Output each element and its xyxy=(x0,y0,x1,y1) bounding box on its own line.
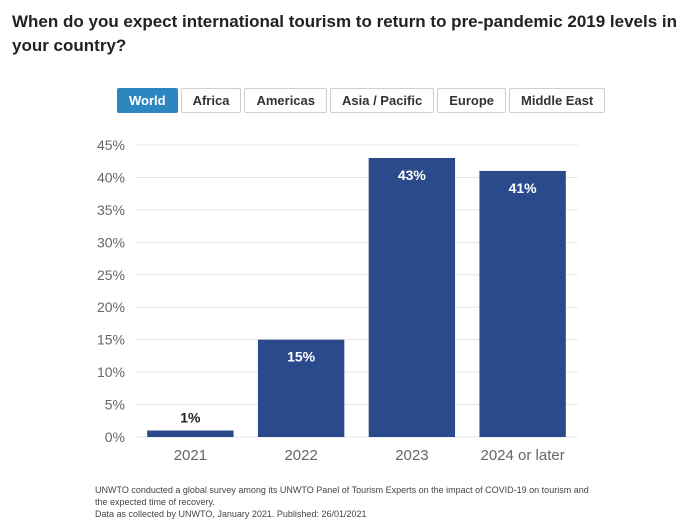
y-tick-label: 0% xyxy=(105,429,125,445)
footnote-line-2: the expected time of recovery. xyxy=(95,497,215,507)
data-label: 15% xyxy=(287,349,316,365)
y-tick-label: 10% xyxy=(97,364,125,380)
chart-title: When do you expect international tourism… xyxy=(12,12,678,55)
tab-middle-east[interactable]: Middle East xyxy=(509,88,606,113)
data-label: 43% xyxy=(398,167,427,183)
bar xyxy=(147,430,234,437)
y-tick-label: 35% xyxy=(97,202,125,218)
y-tick-label: 45% xyxy=(97,137,125,153)
bar-chart: 0% 5% 10% 15% 20% 25% 30% 35% 40% 45% 1% 2021 15% 202… xyxy=(97,137,578,464)
tab-africa[interactable]: Africa xyxy=(180,88,242,113)
tab-europe[interactable]: Europe xyxy=(437,88,507,113)
footnote-line-3: Data as collected by UNWTO, January 2021… xyxy=(95,509,367,519)
x-tick-label: 2021 xyxy=(174,447,207,464)
bar xyxy=(368,157,456,437)
y-tick-label: 5% xyxy=(105,397,125,413)
bar xyxy=(257,339,345,437)
y-tick-label: 40% xyxy=(97,169,125,185)
y-tick-label: 20% xyxy=(97,299,125,315)
data-label: 1% xyxy=(180,410,201,426)
bar xyxy=(479,170,566,437)
region-tabs: World Africa Americas Asia / Pacific Eur… xyxy=(117,88,606,113)
footnote-line-1: UNWTO conducted a global survey among it… xyxy=(95,485,589,495)
tab-asia-pacific[interactable]: Asia / Pacific xyxy=(330,88,435,113)
y-tick-label: 15% xyxy=(97,332,125,348)
y-tick-label: 25% xyxy=(97,267,125,283)
x-tick-label: 2022 xyxy=(284,447,317,464)
x-tick-label: 2024 or later xyxy=(481,447,565,464)
chart-footnote: UNWTO conducted a global survey among it… xyxy=(95,484,655,520)
y-tick-label: 30% xyxy=(97,234,125,250)
data-label: 41% xyxy=(509,180,538,196)
tab-americas[interactable]: Americas xyxy=(244,88,327,113)
x-tick-label: 2023 xyxy=(395,447,428,464)
tab-world[interactable]: World xyxy=(117,88,178,113)
